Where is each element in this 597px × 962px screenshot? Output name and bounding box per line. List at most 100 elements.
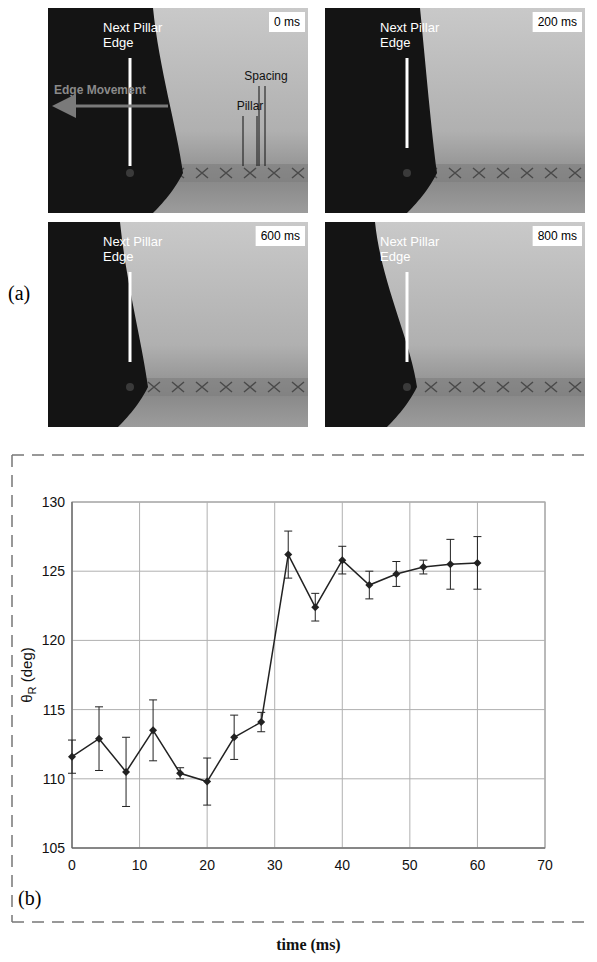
pillar — [268, 168, 280, 178]
error-bar — [473, 537, 481, 590]
edge-marker — [129, 272, 132, 362]
pillar — [425, 382, 437, 392]
pillar — [196, 382, 208, 392]
error-bar — [95, 707, 103, 771]
next-pillar — [126, 383, 134, 391]
pillar — [497, 168, 509, 178]
grid-line — [139, 502, 140, 848]
pillar — [545, 168, 557, 178]
error-bar — [257, 712, 265, 731]
edge-label: Next PillarEdge — [103, 20, 163, 50]
pillar — [244, 382, 256, 392]
data-point — [257, 718, 265, 726]
pillar — [521, 168, 533, 178]
tick-label: 60 — [470, 857, 486, 873]
movement-label: Edge Movement — [54, 83, 146, 97]
plot-frame — [72, 502, 545, 848]
photo-background — [48, 8, 308, 213]
tick-label: 50 — [402, 857, 418, 873]
panel-label: (b) — [18, 887, 41, 910]
panel-frame — [12, 921, 590, 923]
error-bar — [446, 539, 454, 589]
data-point — [473, 559, 481, 567]
y-axis — [72, 502, 73, 848]
tick-label: 105 — [42, 840, 66, 856]
data-point — [338, 556, 346, 564]
time-label: 600 ms — [261, 229, 300, 243]
pillar — [473, 168, 485, 178]
photo-background — [325, 222, 585, 427]
tick-label: 120 — [42, 632, 66, 648]
data-point — [68, 753, 76, 761]
time-label-box — [256, 226, 305, 246]
grid-line — [72, 571, 545, 572]
next-pillar — [126, 169, 134, 177]
pillar-line — [243, 116, 244, 166]
time-label: 0 ms — [274, 15, 300, 29]
time-label: 200 ms — [538, 15, 577, 29]
grid-line — [72, 502, 545, 503]
edge-label: Next PillarEdge — [380, 20, 440, 50]
x-axis — [72, 848, 545, 849]
error-bar — [203, 758, 211, 805]
data-point — [230, 733, 238, 741]
pillar — [521, 382, 533, 392]
panel-label: (a) — [8, 282, 30, 305]
grid-line — [72, 848, 545, 849]
tick-label: 125 — [42, 563, 66, 579]
tick-label: 20 — [199, 857, 215, 873]
error-bar — [284, 531, 292, 578]
error-bar — [365, 571, 373, 599]
droplet-region — [48, 8, 183, 213]
pillar — [545, 382, 557, 392]
grid-line — [274, 502, 275, 848]
time-label-box — [533, 12, 582, 32]
panel-frame — [12, 454, 590, 456]
photo-content — [48, 8, 308, 213]
pillar — [449, 382, 461, 392]
error-bar — [392, 562, 400, 587]
tick-label: 10 — [132, 857, 148, 873]
y-axis-title: θR (deg) — [18, 647, 38, 702]
data-point — [95, 735, 103, 743]
edge-marker — [406, 58, 409, 148]
time-label: 800 ms — [538, 229, 577, 243]
edge-label: Next PillarEdge — [380, 234, 440, 264]
pillar-line — [257, 116, 258, 166]
panel-frame — [11, 455, 13, 922]
edge-marker — [406, 272, 409, 362]
data-line — [72, 555, 477, 782]
x-axis-title: time (ms) — [276, 936, 340, 954]
error-bar — [338, 546, 346, 574]
edge-label: Next PillarEdge — [103, 234, 163, 264]
pillar — [292, 382, 304, 392]
data-point — [446, 560, 454, 568]
photo-frame: Next PillarEdge 800 ms — [325, 222, 597, 427]
error-bar — [68, 740, 76, 773]
pillar — [196, 168, 208, 178]
grid-line — [72, 640, 545, 641]
data-point — [392, 570, 400, 578]
droplet-region — [325, 8, 437, 213]
figure: Next PillarEdge0 msEdge MovementPillarSp… — [0, 0, 597, 962]
pillar — [569, 168, 581, 178]
data-point — [176, 769, 184, 777]
pillar — [497, 382, 509, 392]
error-bar — [122, 737, 130, 806]
grid-line — [72, 778, 545, 779]
photo-frame: Next PillarEdge 200 ms — [325, 8, 597, 213]
pillar — [220, 382, 232, 392]
tick-label: 0 — [68, 857, 76, 873]
pillar — [220, 168, 232, 178]
tick-label: 115 — [43, 702, 66, 718]
pillar — [569, 382, 581, 392]
next-pillar — [403, 169, 411, 177]
pillar — [449, 168, 461, 178]
movement-arrow — [58, 105, 168, 108]
tick-label: 30 — [267, 857, 283, 873]
error-bar — [311, 593, 319, 621]
photo-content — [325, 8, 585, 213]
error-bar — [149, 700, 157, 761]
photo-content — [325, 222, 585, 427]
data-point — [149, 726, 157, 734]
